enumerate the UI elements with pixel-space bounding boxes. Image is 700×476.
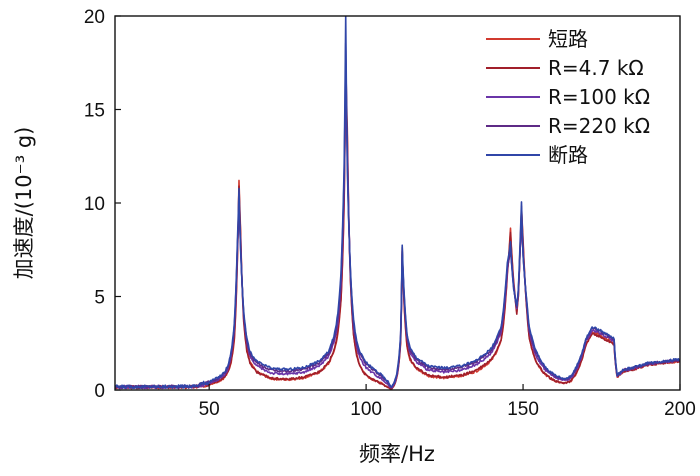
y-axis: 0 5 10 15 20 (84, 7, 121, 402)
legend-label: R=4.7 kΩ (548, 56, 644, 80)
y-tick-label: 0 (94, 381, 105, 402)
x-axis: 50 100 150 200 (199, 384, 696, 420)
legend-label: R=220 kΩ (548, 114, 650, 138)
x-axis-title: 频率/Hz (359, 442, 435, 466)
legend-label: R=100 kΩ (548, 85, 650, 109)
y-axis-title: 加速度/(10⁻³ g) (12, 127, 36, 280)
series-line (115, 16, 680, 390)
x-tick-label: 100 (350, 399, 382, 420)
y-tick-label: 10 (84, 194, 105, 215)
x-tick-label: 50 (199, 399, 220, 420)
y-tick-label: 5 (94, 288, 105, 309)
legend: 短路 R=4.7 kΩ R=100 kΩ R=220 kΩ 断路 (486, 27, 650, 167)
y-tick-label: 20 (84, 7, 105, 28)
x-tick-label: 200 (664, 399, 696, 420)
legend-label: 短路 (548, 27, 588, 51)
legend-label: 断路 (548, 143, 588, 167)
y-tick-label: 15 (84, 101, 105, 122)
x-tick-label: 150 (507, 399, 539, 420)
